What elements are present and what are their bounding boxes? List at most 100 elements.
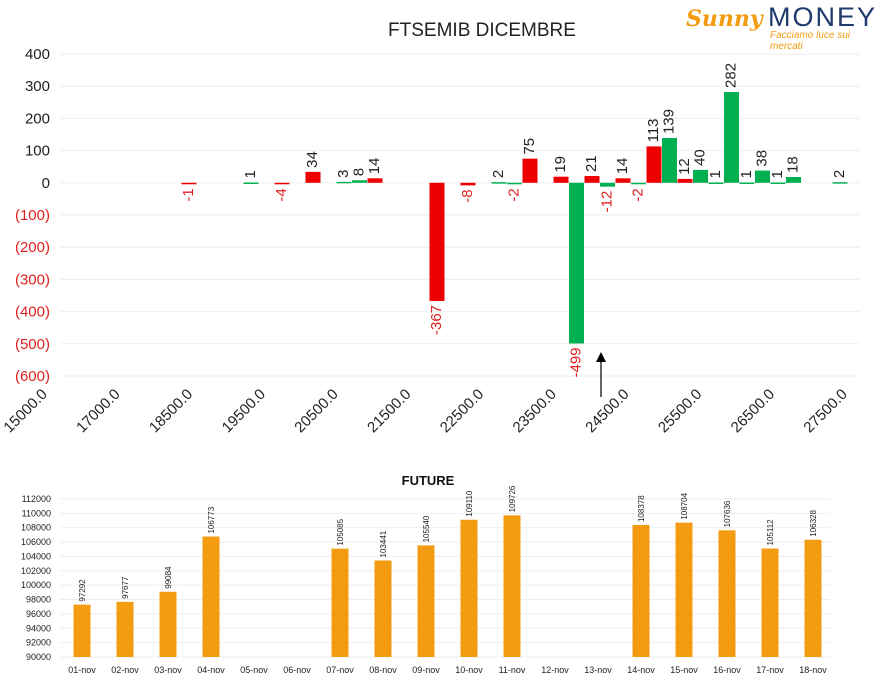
future-bar — [73, 604, 91, 657]
future-data-label: 99084 — [164, 566, 173, 589]
main-y-tick: (100) — [15, 207, 50, 224]
main-data-label: 18 — [785, 156, 802, 173]
future-y-tick: 94000 — [26, 623, 51, 633]
main-x-tick: 21500.0 — [364, 386, 414, 436]
future-y-tick: 104000 — [21, 551, 51, 561]
main-data-label: 21 — [583, 155, 600, 172]
future-bar — [374, 560, 392, 657]
main-data-label: -367 — [428, 305, 445, 335]
future-y-tick: 106000 — [21, 537, 51, 547]
future-x-tick: 15-nov — [670, 665, 698, 675]
logo-tagline: Facciamo luce sui mercati — [770, 30, 851, 52]
main-y-tick: (200) — [15, 239, 50, 256]
main-data-label: 14 — [614, 158, 631, 175]
future-x-tick: 07-nov — [326, 665, 354, 675]
main-chart-title: FTSEMIB DICEMBRE — [388, 20, 576, 41]
main-bar — [724, 91, 739, 183]
main-bars — [181, 91, 848, 344]
main-bar — [274, 182, 290, 185]
main-bar — [460, 182, 476, 186]
main-data-label: 2 — [490, 170, 507, 178]
future-x-tick: 06-nov — [283, 665, 311, 675]
future-y-tick: 96000 — [26, 609, 51, 619]
future-data-label: 105112 — [766, 519, 775, 546]
main-data-label: 38 — [754, 150, 771, 167]
future-bar — [718, 530, 736, 657]
price-arrow-annotation — [596, 352, 606, 397]
main-x-tick: 17000.0 — [73, 386, 123, 436]
future-x-tick: 17-nov — [756, 665, 784, 675]
future-x-tick: 05-nov — [240, 665, 268, 675]
future-bars: 97292 97677 99084 106773 105085 103441 105540 1… — [73, 485, 822, 657]
future-bar — [632, 525, 650, 657]
future-bar — [503, 515, 521, 657]
main-bar — [662, 138, 677, 183]
main-y-tick: 0 — [42, 175, 50, 192]
main-bar — [615, 178, 631, 183]
sunny-money-logo: Sunny MONEY Facciamo luce sui mercati — [684, 2, 884, 52]
main-x-tick: 20500.0 — [291, 386, 341, 436]
future-x-tick: 02-nov — [111, 665, 139, 675]
main-data-label: 1 — [769, 170, 786, 178]
main-bar — [429, 182, 445, 301]
future-gridlines — [60, 498, 830, 658]
main-bar — [181, 182, 197, 185]
main-y-tick: (600) — [15, 368, 50, 385]
main-data-label: 1 — [707, 170, 724, 178]
main-data-label: 1 — [738, 170, 755, 178]
main-bar — [305, 171, 321, 183]
future-x-tick: 10-nov — [455, 665, 483, 675]
main-bar — [770, 182, 786, 184]
future-data-label: 106773 — [207, 506, 216, 533]
future-data-label: 108378 — [637, 495, 646, 522]
future-y-tick: 92000 — [26, 638, 51, 648]
future-x-tick: 16-nov — [713, 665, 741, 675]
main-bar — [708, 182, 724, 184]
future-data-label: 108704 — [680, 492, 689, 519]
main-bar — [600, 182, 615, 187]
future-bar — [331, 548, 349, 657]
main-y-tick: 200 — [25, 110, 50, 127]
future-data-label: 105540 — [422, 515, 431, 542]
main-bar — [677, 178, 693, 183]
main-bar — [693, 169, 708, 183]
future-y-tick: 112000 — [22, 494, 51, 504]
main-bar — [507, 182, 522, 185]
main-bar — [739, 182, 755, 184]
main-bar — [491, 182, 507, 184]
main-data-label: -2 — [506, 188, 523, 201]
future-y-tick: 90000 — [26, 652, 51, 662]
future-y-tick: 108000 — [21, 523, 51, 533]
future-x-tick: 04-nov — [197, 665, 225, 675]
future-data-label: 106328 — [809, 509, 818, 536]
future-x-tick: 13-nov — [584, 665, 612, 675]
main-x-tick: 22500.0 — [437, 386, 487, 436]
main-bar — [786, 177, 801, 183]
main-y-tick: (400) — [15, 304, 50, 321]
main-x-tick: 26500.0 — [728, 386, 778, 436]
main-y-tick: 300 — [25, 78, 50, 95]
main-bar — [367, 178, 383, 183]
future-y-tick: 102000 — [21, 566, 51, 576]
main-bar — [755, 170, 770, 183]
main-data-label: -4 — [273, 188, 290, 201]
main-data-label: -1 — [180, 188, 197, 201]
main-x-tick: 19500.0 — [219, 386, 269, 436]
future-x-tick: 11-nov — [499, 665, 526, 675]
main-bar — [336, 181, 352, 184]
ftsemib-option-chart: FTSEMIB DICEMBRE 400 300 200 100 0 (100) (200)… — [0, 20, 860, 436]
main-y-axis: 400 300 200 100 0 (100) (200) (300) (400) (500) (6… — [15, 46, 50, 385]
main-data-label: -8 — [459, 189, 476, 202]
main-data-label: 282 — [723, 63, 740, 88]
main-y-tick: 100 — [25, 143, 50, 160]
future-y-tick: 110000 — [22, 508, 51, 518]
main-data-label: -12 — [599, 191, 616, 213]
future-bar — [202, 536, 220, 657]
main-x-tick: 23500.0 — [510, 386, 560, 436]
main-x-tick: 15000.0 — [0, 386, 50, 436]
main-bar — [569, 182, 584, 344]
future-y-tick: 100000 — [21, 580, 51, 590]
future-bar — [116, 601, 134, 657]
main-y-tick: 400 — [25, 46, 50, 63]
future-y-tick: 98000 — [26, 595, 51, 605]
